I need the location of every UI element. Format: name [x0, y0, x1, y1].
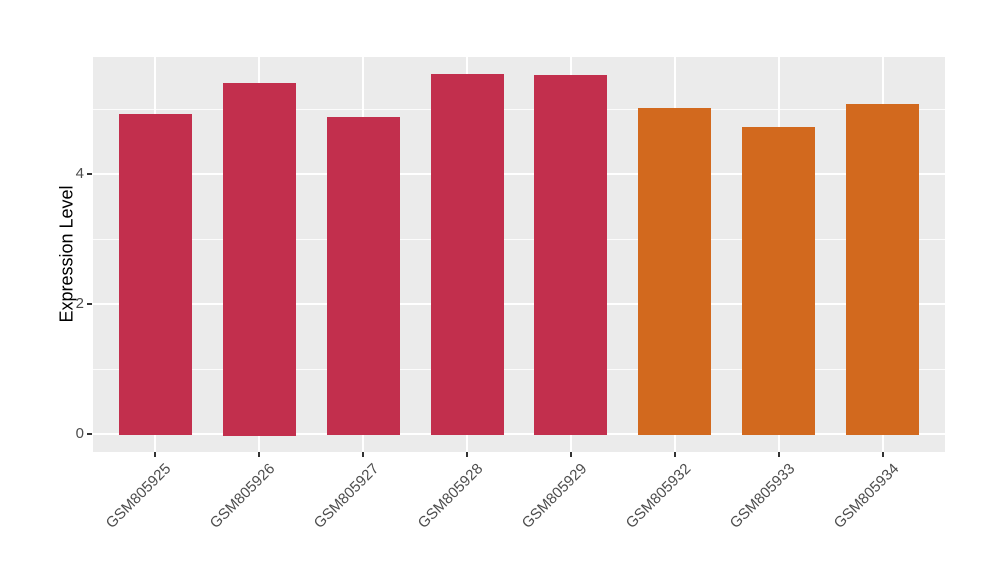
x-tick-mark-gsm805927	[362, 452, 365, 457]
minor-gridline-y1	[93, 368, 945, 370]
plot-panel	[93, 57, 945, 452]
x-tick-label-gsm805926: GSM805926	[206, 460, 279, 532]
x-tick-label-gsm805927: GSM805927	[310, 460, 383, 532]
y-tick-mark-2	[87, 303, 92, 305]
x-tick-mark-gsm805928	[466, 452, 469, 457]
bar-gsm805932	[638, 107, 712, 436]
major-gridline-y2	[93, 303, 945, 305]
x-tick-mark-gsm805933	[777, 452, 780, 457]
bar-gsm805929	[534, 75, 608, 436]
x-tick-label-gsm805934: GSM805934	[830, 460, 902, 532]
x-tick-mark-gsm805929	[569, 452, 572, 457]
x-tick-label-gsm805929: GSM805929	[518, 460, 591, 532]
x-tick-mark-gsm805925	[154, 452, 157, 457]
x-tick-mark-gsm805926	[258, 452, 261, 457]
major-gridline-y4	[93, 173, 945, 175]
y-tick-mark-4	[87, 173, 92, 175]
y-axis-title: Expression Level	[56, 185, 77, 323]
y-tick-label-4: 4	[75, 165, 84, 182]
bar-gsm805928	[430, 73, 504, 436]
y-tick-label-2: 2	[75, 295, 84, 312]
major-gridline-y0	[93, 433, 945, 435]
x-tick-label-gsm805928: GSM805928	[414, 460, 487, 532]
y-tick-label-0: 0	[75, 425, 84, 442]
minor-gridline-y5	[93, 108, 945, 110]
bar-gsm805925	[118, 114, 192, 436]
x-tick-label-gsm805932: GSM805932	[622, 460, 695, 532]
bar-gsm805927	[326, 116, 400, 436]
bar-gsm805933	[742, 127, 816, 436]
bar-gsm805934	[846, 103, 920, 436]
x-tick-label-gsm805933: GSM805933	[726, 460, 799, 532]
bar-gsm805926	[222, 83, 296, 436]
x-tick-label-gsm805925: GSM805925	[103, 460, 175, 532]
x-tick-mark-gsm805934	[881, 452, 884, 457]
minor-gridline-y3	[93, 238, 945, 240]
y-tick-mark-0	[87, 433, 92, 435]
x-tick-mark-gsm805932	[673, 452, 676, 457]
